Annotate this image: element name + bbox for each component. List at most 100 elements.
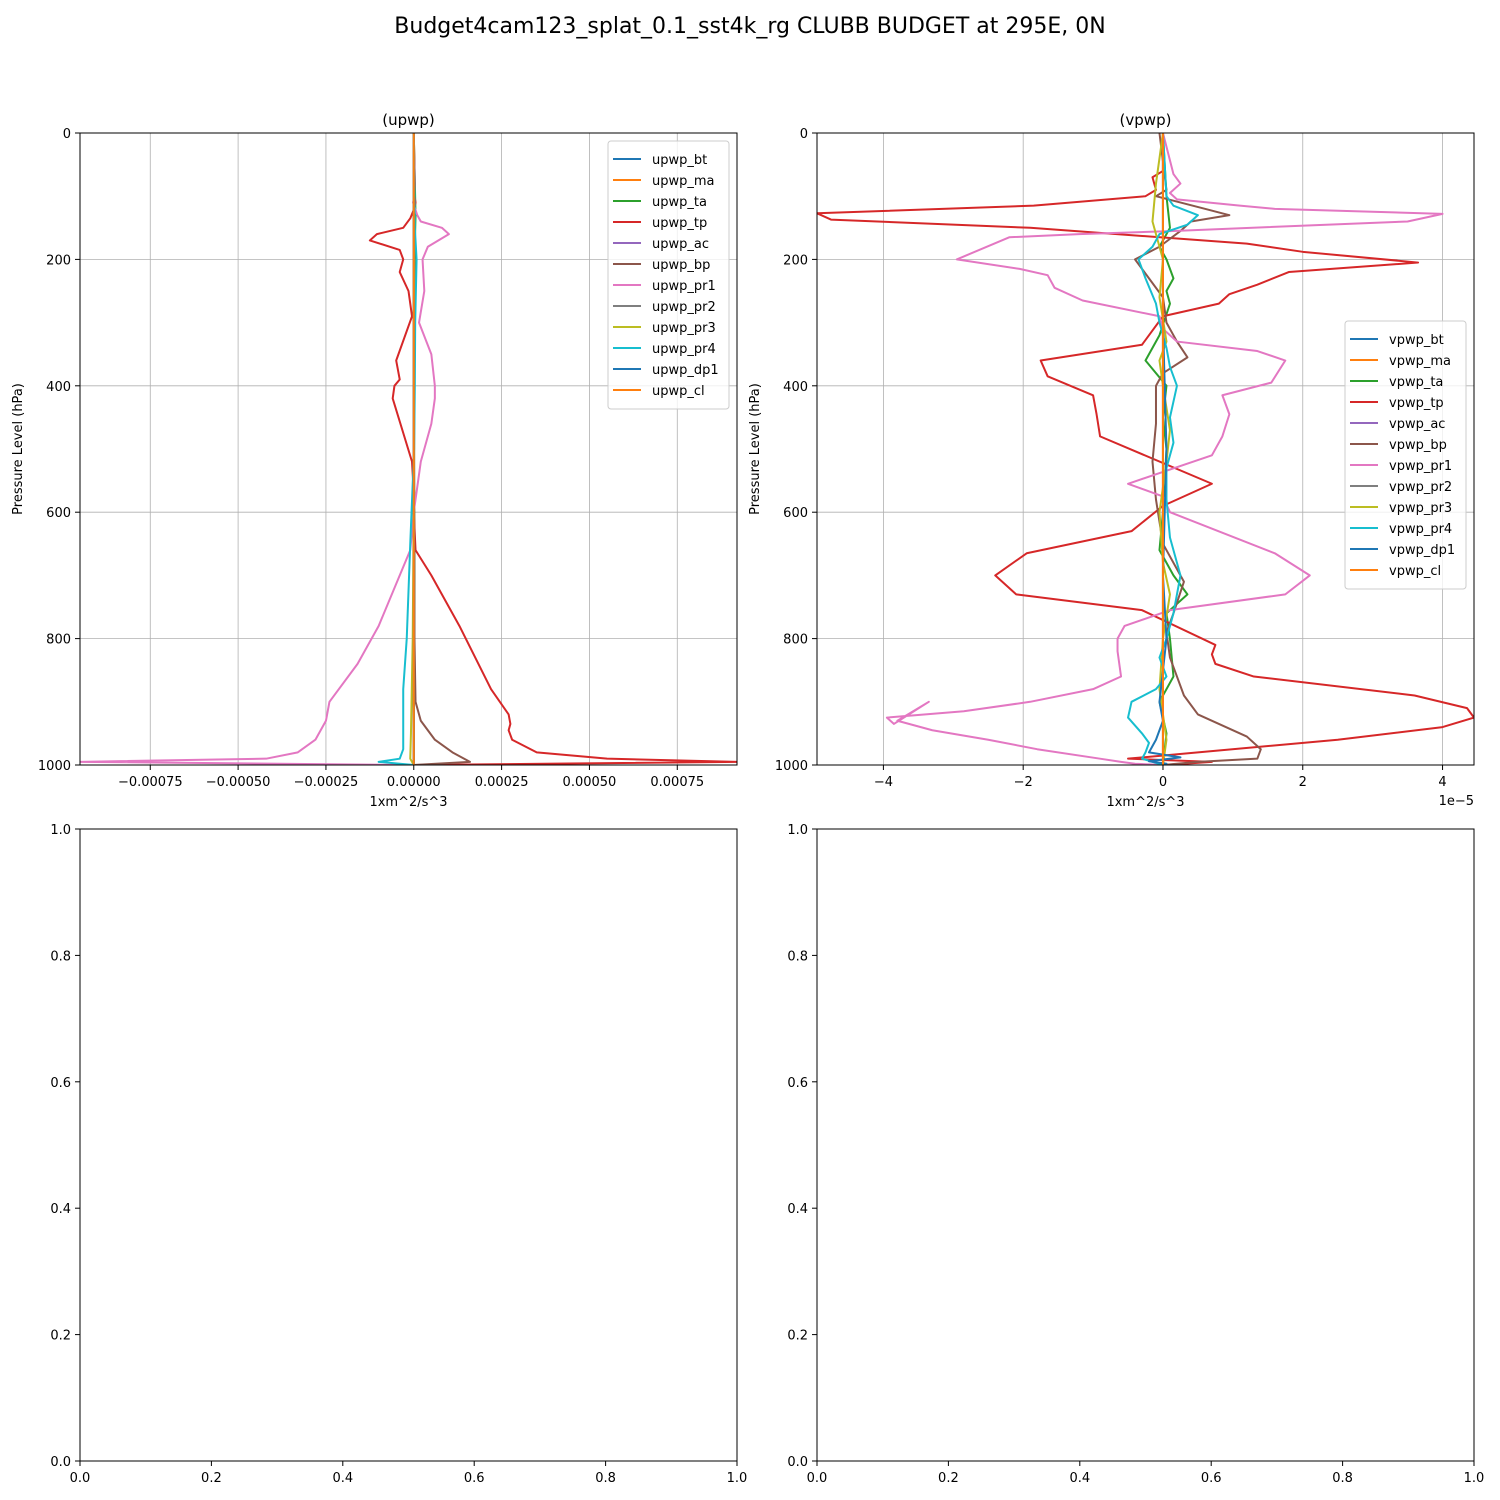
legend-frame xyxy=(1344,320,1467,590)
x-tick-label: −2 xyxy=(1014,775,1033,790)
series-line-upwp_pr4 xyxy=(377,133,418,765)
legend-label-upwp_tp: upwp_tp xyxy=(652,216,707,231)
legend-label-vpwp_tp: vpwp_tp xyxy=(1389,396,1444,411)
legend-label-upwp_cl: upwp_cl xyxy=(652,384,705,399)
x-tick-label: 4 xyxy=(1438,775,1446,790)
axes-frame xyxy=(816,828,1475,1462)
legend: upwp_bt upwp_ma upwp_ta upwp_tp upwp_ac upwp_… xyxy=(607,140,730,410)
y-tick-label: 1000 xyxy=(775,759,808,774)
x-tick-label: 0.4 xyxy=(1069,1471,1090,1486)
x-tick-label: 0.0 xyxy=(807,1471,828,1486)
x-tick-label: 0.2 xyxy=(201,1471,222,1486)
series-line-upwp_pr1 xyxy=(80,133,450,765)
y-tick-label: 0.2 xyxy=(787,1329,808,1344)
y-tick-label: 800 xyxy=(46,633,71,648)
legend-label-vpwp_ac: vpwp_ac xyxy=(1389,417,1445,432)
y-tick-label: 800 xyxy=(783,633,808,648)
x-tick-label: −0.00075 xyxy=(118,775,183,790)
legend-label-vpwp_ma: vpwp_ma xyxy=(1389,354,1451,369)
x-tick-label: 0.8 xyxy=(1332,1471,1353,1486)
legend-frame xyxy=(607,140,730,410)
x-tick-label: 2 xyxy=(1299,775,1307,790)
x-tick-label: 0.6 xyxy=(1201,1471,1222,1486)
y-tick-label: 0.0 xyxy=(50,1455,71,1470)
legend-label-upwp_pr3: upwp_pr3 xyxy=(652,321,716,336)
y-tick-label: 0.6 xyxy=(50,1076,71,1091)
y-axis-label: Pressure Level (hPa) xyxy=(11,383,26,515)
axes-frame xyxy=(79,132,738,766)
y-tick-label: 200 xyxy=(783,253,808,268)
x-tick-label: 0.0 xyxy=(70,1471,91,1486)
axes-frame xyxy=(79,828,738,1462)
x-tick-label: 0.8 xyxy=(595,1471,616,1486)
legend-label-upwp_pr4: upwp_pr4 xyxy=(652,342,716,357)
x-tick-label: 0.00050 xyxy=(563,775,617,790)
y-tick-label: 0.4 xyxy=(50,1202,71,1217)
legend-label-upwp_ac: upwp_ac xyxy=(652,237,709,252)
empty-panel-bottom-left: 0.0 0.2 0.4 0.6 0.8 1.0 0.0 0.2 0.4 0.6 0.8 1.0 xyxy=(50,823,747,1486)
y-tick-label: 0.4 xyxy=(787,1202,808,1217)
vpwp-panel: −4 −2 0 2 4 0 200 400 600 800 1000 (vpwp) 1xm^2/s^3 P… xyxy=(748,111,1475,810)
x-tick-label: −4 xyxy=(874,775,893,790)
x-tick-label: 0.00075 xyxy=(650,775,704,790)
y-axis-label: Pressure Level (hPa) xyxy=(748,383,763,515)
figure-title: Budget4cam123_splat_0.1_sst4k_rg CLUBB B… xyxy=(394,14,1106,39)
x-tick-label: 0.4 xyxy=(332,1471,353,1486)
x-axis-label: 1xm^2/s^3 xyxy=(1106,795,1184,810)
x-tick-label: −0.00025 xyxy=(294,775,359,790)
y-tick-label: 1.0 xyxy=(787,823,808,838)
legend-label-upwp_dp1: upwp_dp1 xyxy=(652,363,719,378)
y-tick-label: 0.8 xyxy=(787,949,808,964)
y-tick-label: 0.2 xyxy=(50,1329,71,1344)
x-tick-label: 0.00000 xyxy=(387,775,441,790)
y-tick-label: 0 xyxy=(800,127,808,142)
series-line-upwp_tp xyxy=(368,133,737,765)
axes-frame xyxy=(816,132,1475,766)
y-tick-label: 0.6 xyxy=(787,1076,808,1091)
y-tick-label: 600 xyxy=(783,506,808,521)
x-tick-label: 1.0 xyxy=(727,1471,748,1486)
y-tick-label: 0.8 xyxy=(50,949,71,964)
y-tick-label: 600 xyxy=(46,506,71,521)
legend-label-vpwp_pr2: vpwp_pr2 xyxy=(1389,480,1452,495)
x-tick-label: 1.0 xyxy=(1464,1471,1485,1486)
subplot-title: (vpwp) xyxy=(1120,111,1172,129)
subplot-title: (upwp) xyxy=(382,111,435,129)
series-line-vpwp_pr3 xyxy=(1151,133,1171,765)
x-tick-label: −0.00050 xyxy=(206,775,271,790)
x-tick-label: 0.6 xyxy=(464,1471,485,1486)
y-tick-label: 400 xyxy=(783,380,808,395)
y-tick-label: 200 xyxy=(46,253,71,268)
legend-label-vpwp_pr4: vpwp_pr4 xyxy=(1389,522,1452,537)
empty-panel-bottom-right: 0.0 0.2 0.4 0.6 0.8 1.0 0.0 0.2 0.4 0.6 0.8 1.0 xyxy=(787,823,1484,1486)
legend-label-upwp_ma: upwp_ma xyxy=(652,174,715,189)
legend-label-vpwp_cl: vpwp_cl xyxy=(1389,564,1441,579)
x-tick-label: 0 xyxy=(1159,775,1167,790)
legend: vpwp_bt vpwp_ma vpwp_ta vpwp_tp vpwp_ac vpwp_… xyxy=(1344,320,1467,590)
series-line-vpwp_tp xyxy=(817,133,1474,765)
legend-label-upwp_pr1: upwp_pr1 xyxy=(652,279,716,294)
legend-label-upwp_bt: upwp_bt xyxy=(652,153,707,168)
legend-label-vpwp_bt: vpwp_bt xyxy=(1389,333,1444,348)
legend-label-vpwp_pr3: vpwp_pr3 xyxy=(1389,501,1452,516)
legend-label-upwp_bp: upwp_bp xyxy=(652,258,710,273)
legend-label-upwp_pr2: upwp_pr2 xyxy=(652,300,716,315)
legend-label-vpwp_dp1: vpwp_dp1 xyxy=(1389,543,1455,558)
legend-label-vpwp_pr1: vpwp_pr1 xyxy=(1389,459,1452,474)
x-offset-label: 1e−5 xyxy=(1439,794,1474,809)
x-tick-label: 0.00025 xyxy=(475,775,529,790)
y-tick-label: 0.0 xyxy=(787,1455,808,1470)
series-line-vpwp_pr4 xyxy=(1127,133,1199,765)
y-tick-label: 0 xyxy=(63,127,71,142)
x-tick-label: 0.2 xyxy=(938,1471,959,1486)
series-line-vpwp_pr1 xyxy=(885,133,1444,765)
y-tick-label: 400 xyxy=(46,380,71,395)
upwp-panel: −0.00075 −0.00050 −0.00025 0.00000 0.00025 0.… xyxy=(11,111,738,810)
legend-label-vpwp_bp: vpwp_bp xyxy=(1389,438,1447,453)
x-axis-label: 1xm^2/s^3 xyxy=(369,795,447,810)
y-tick-label: 1000 xyxy=(38,759,71,774)
y-tick-label: 1.0 xyxy=(50,823,71,838)
legend-label-vpwp_ta: vpwp_ta xyxy=(1389,375,1443,390)
legend-label-upwp_ta: upwp_ta xyxy=(652,195,707,210)
